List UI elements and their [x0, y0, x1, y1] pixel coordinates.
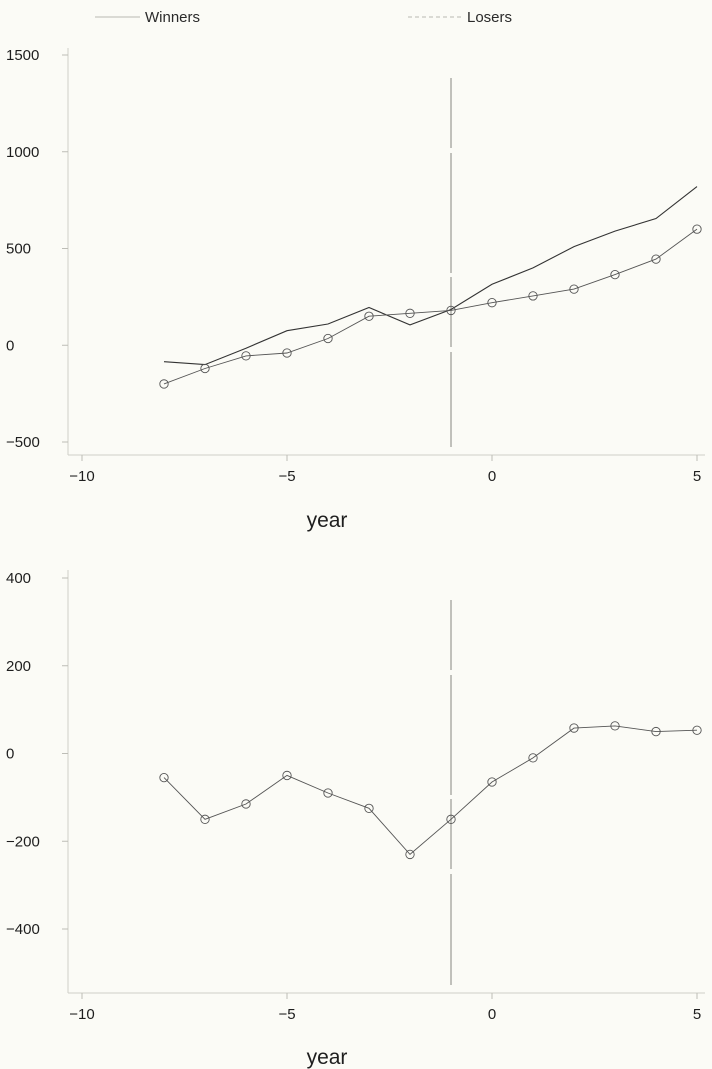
top-x-tick-label: 0	[488, 468, 496, 485]
bottom-y-tick-label: −200	[6, 833, 40, 850]
bottom-series-point	[282, 770, 292, 781]
top-losers-point	[651, 254, 661, 264]
legend-label-losers: Losers	[467, 9, 512, 26]
top-losers-point	[200, 363, 210, 374]
bottom-x-tick-label: 5	[693, 1006, 701, 1023]
bottom-series-point	[364, 803, 374, 813]
top-losers-point	[487, 298, 497, 308]
top-losers-point	[159, 379, 169, 389]
top-losers-point	[241, 351, 251, 361]
top-losers-point	[610, 269, 620, 280]
top-x-tick-label: −10	[69, 468, 94, 485]
bottom-x-tick-label: 0	[488, 1006, 496, 1023]
bottom-x-axis-title: year	[307, 1046, 348, 1069]
top-losers-point	[569, 284, 579, 294]
top-losers-point	[692, 224, 702, 234]
top-x-axis-title: year	[307, 509, 348, 532]
bottom-x-tick-label: −5	[278, 1006, 295, 1023]
bottom-series-point	[528, 753, 538, 763]
bottom-series-point	[405, 849, 415, 860]
bottom-series-line	[163, 725, 698, 856]
top-chart: −500 0 500 1000 1500 −10 −5 0 5 year	[6, 47, 705, 532]
top-y-tick-label: 500	[6, 241, 31, 258]
bottom-x-tick-label: −10	[69, 1006, 94, 1023]
top-losers-point	[364, 311, 374, 321]
top-losers-point	[446, 305, 456, 316]
bottom-series-point	[200, 814, 210, 824]
legend: Winners Losers	[95, 9, 512, 26]
bottom-y-tick-label: −400	[6, 921, 40, 938]
bottom-series-point	[159, 772, 169, 783]
top-x-tick-label: −5	[278, 468, 295, 485]
top-losers-line	[163, 228, 698, 385]
top-losers-point	[323, 333, 333, 344]
legend-label-winners: Winners	[145, 9, 200, 26]
top-losers-point	[528, 291, 538, 301]
bottom-series-point	[446, 814, 456, 824]
bottom-series-point	[569, 723, 579, 733]
bottom-series-point	[241, 799, 251, 809]
bottom-series-point	[610, 721, 620, 731]
top-losers-point	[282, 348, 292, 358]
bottom-series-point	[692, 725, 702, 735]
top-y-tick-label: 1000	[6, 144, 39, 161]
top-y-tick-label: −500	[6, 434, 40, 451]
top-losers-point	[405, 308, 415, 318]
top-y-tick-label: 1500	[6, 47, 39, 64]
bottom-series-point	[651, 726, 661, 737]
bottom-series-point	[323, 788, 333, 798]
bottom-y-tick-label: 200	[6, 658, 31, 675]
top-y-tick-label: 0	[6, 337, 14, 354]
bottom-y-tick-label: 0	[6, 746, 14, 763]
bottom-series-point	[487, 777, 497, 787]
bottom-chart: −400 −200 0 200 400 −10 −5 0 5 year	[6, 570, 705, 1069]
bottom-y-tick-label: 400	[6, 570, 31, 587]
top-winners-line	[163, 186, 698, 366]
top-x-tick-label: 5	[693, 468, 701, 485]
